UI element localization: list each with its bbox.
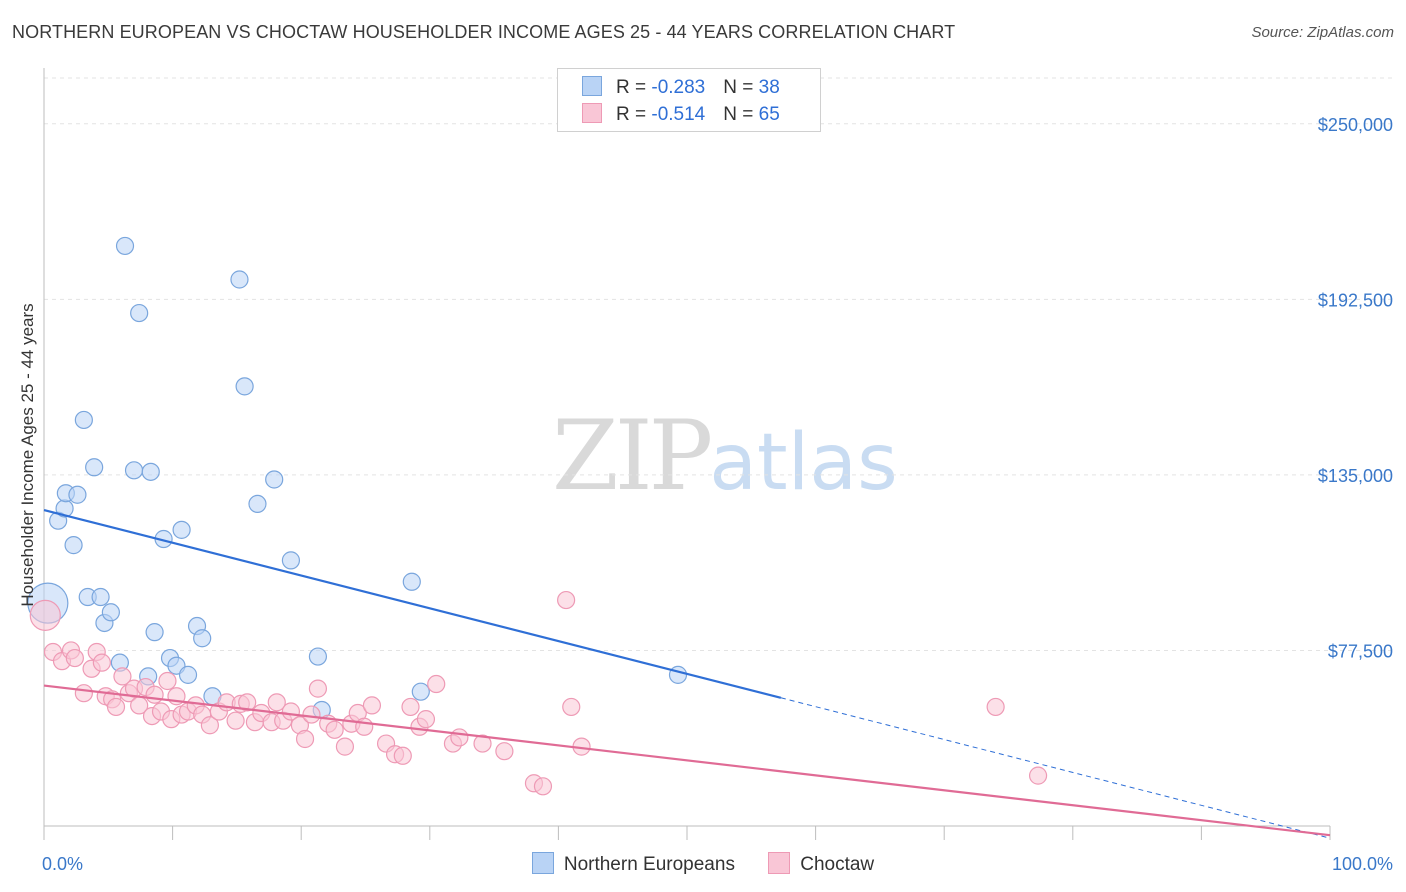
data-point-choctaw [92,653,111,672]
data-point-northern-europeans [193,629,212,648]
y-tick-label: $250,000 [1318,115,1393,135]
data-point-choctaw [200,716,219,735]
data-point-choctaw [65,648,84,668]
legend-n-label: N = [723,77,759,98]
legend-label: Choctaw [800,854,875,875]
data-point-choctaw [362,696,382,715]
data-point-choctaw [145,685,164,704]
data-point-choctaw [302,705,321,724]
legend-swatch-northern-europeans [582,76,602,96]
data-point-choctaw [74,684,93,703]
data-point-choctaw [986,697,1005,717]
chart-title: NORTHERN EUROPEAN VS CHOCTAW HOUSEHOLDER… [12,22,956,42]
data-point-choctaw [562,697,581,717]
data-point-choctaw [238,693,257,712]
data-point-choctaw [401,697,420,717]
data-point-northern-europeans [130,303,149,323]
data-point-northern-europeans [172,520,191,539]
source-label: Source: ZipAtlas.com [1251,24,1394,41]
watermark-atlas: atlas [709,418,898,508]
legend-r-value: -0.514 [651,104,706,125]
data-point-northern-europeans [85,458,104,477]
data-point-choctaw [1028,766,1048,785]
data-point-choctaw [106,697,126,717]
data-point-choctaw [226,711,245,730]
y-axis-label: Householder Income Ages 25 - 44 years [18,303,37,607]
data-point-choctaw [427,674,446,694]
y-tick-label: $135,000 [1318,466,1393,486]
y-tick-label: $77,500 [1328,641,1393,661]
trend-line-choctaw [43,684,1331,837]
trend-line-northern-europeans [43,508,782,699]
data-point-choctaw [557,590,576,610]
data-point-choctaw [295,729,315,749]
data-point-northern-europeans [411,682,430,701]
data-point-northern-europeans [265,470,284,489]
legend-swatch-choctaw [582,103,602,123]
legend-item-northern-europeans[interactable]: Northern Europeans [531,852,735,876]
data-point-choctaw [450,728,469,747]
legend-item-choctaw[interactable]: Choctaw [768,852,874,876]
legend-row-choctaw: R = -0.514 N = 65 [582,103,780,126]
data-point-northern-europeans [91,587,110,607]
data-point-choctaw [308,679,328,698]
legend-n-value: 65 [758,104,780,125]
legend-swatch-northern-europeans [531,852,554,874]
data-point-choctaw [113,667,132,686]
data-point-choctaw [416,710,436,729]
data-point-choctaw [393,746,412,765]
data-point-choctaw [495,742,514,761]
data-point-choctaw [158,671,177,691]
data-point-choctaw [473,734,492,753]
x-tick-label: 0.0% [42,854,83,874]
legend-r-label: R = [616,77,652,98]
data-point-northern-europeans [178,665,198,684]
legend-r-label: R = [616,104,652,125]
data-point-choctaw [325,720,344,739]
data-point-northern-europeans [141,462,160,481]
legend-swatch-choctaw [768,852,791,874]
correlation-legend: R = -0.283 N = 38 R = -0.514 N = 65 [557,68,821,132]
data-point-northern-europeans [115,236,135,256]
data-point-northern-europeans [74,410,93,430]
data-point-northern-europeans [145,623,164,642]
x-tick-label: 100.0% [1332,854,1393,874]
data-point-northern-europeans [308,647,328,666]
trend-extension-northern-europeans [780,697,1331,839]
data-point-choctaw [29,599,61,631]
data-point-choctaw [355,717,374,736]
data-point-northern-europeans [248,494,267,514]
legend-r-value: -0.283 [651,77,706,98]
data-point-northern-europeans [402,572,421,591]
legend-row-northern-europeans: R = -0.283 N = 38 [582,76,780,99]
data-point-northern-europeans [230,270,249,289]
data-point-choctaw [533,777,553,796]
watermark-zip: ZIP [552,400,713,512]
data-point-northern-europeans [68,485,87,504]
legend-label: Northern Europeans [563,854,735,875]
data-point-northern-europeans [101,603,120,622]
data-point-northern-europeans [235,377,254,396]
legend-n-value: 38 [758,77,780,98]
data-point-northern-europeans [124,461,144,480]
series-legend: Northern Europeans Choctaw [0,852,1406,876]
data-point-choctaw [335,737,355,756]
data-point-choctaw [267,693,286,712]
y-tick-label: $192,500 [1318,290,1393,310]
data-point-northern-europeans [281,551,301,570]
legend-n-label: N = [723,104,759,125]
watermark: ZIPatlas [552,400,898,512]
data-point-northern-europeans [64,536,83,555]
